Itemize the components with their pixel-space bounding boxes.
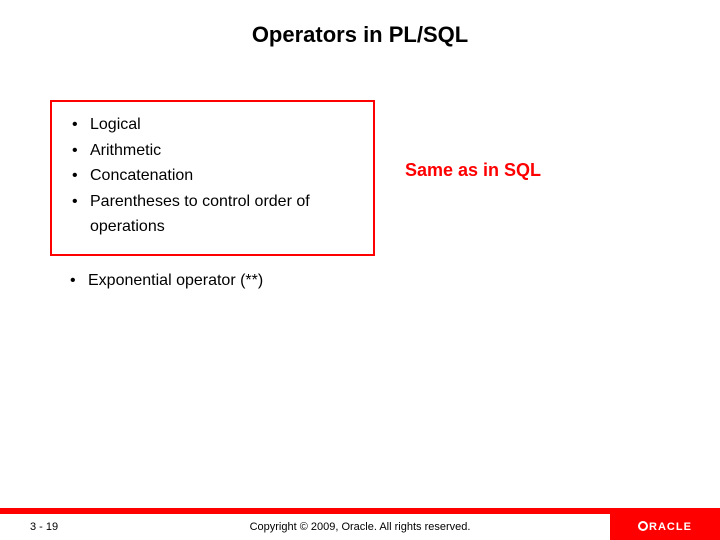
slide-title: Operators in PL/SQL [0,0,720,48]
oracle-logo: RACLE [610,514,720,540]
list-item: Exponential operator (**) [64,268,670,294]
content-area: Logical Arithmetic Concatenation Parenth… [50,100,670,294]
list-item: Logical [66,112,359,138]
list-item: Parentheses to control order of operatio… [66,189,359,240]
boxed-bullet-list: Logical Arithmetic Concatenation Parenth… [66,112,359,240]
slide: Operators in PL/SQL Logical Arithmetic C… [0,0,720,540]
operators-box: Logical Arithmetic Concatenation Parenth… [50,100,375,256]
list-item: Arithmetic [66,138,359,164]
footer: 3 - 19 Copyright © 2009, Oracle. All rig… [0,514,720,540]
outside-bullet-list: Exponential operator (**) [64,268,670,294]
oracle-logo-text: RACLE [638,521,692,533]
annotation-text: Same as in SQL [405,160,541,181]
page-number: 3 - 19 [30,521,58,533]
list-item: Concatenation [66,163,359,189]
